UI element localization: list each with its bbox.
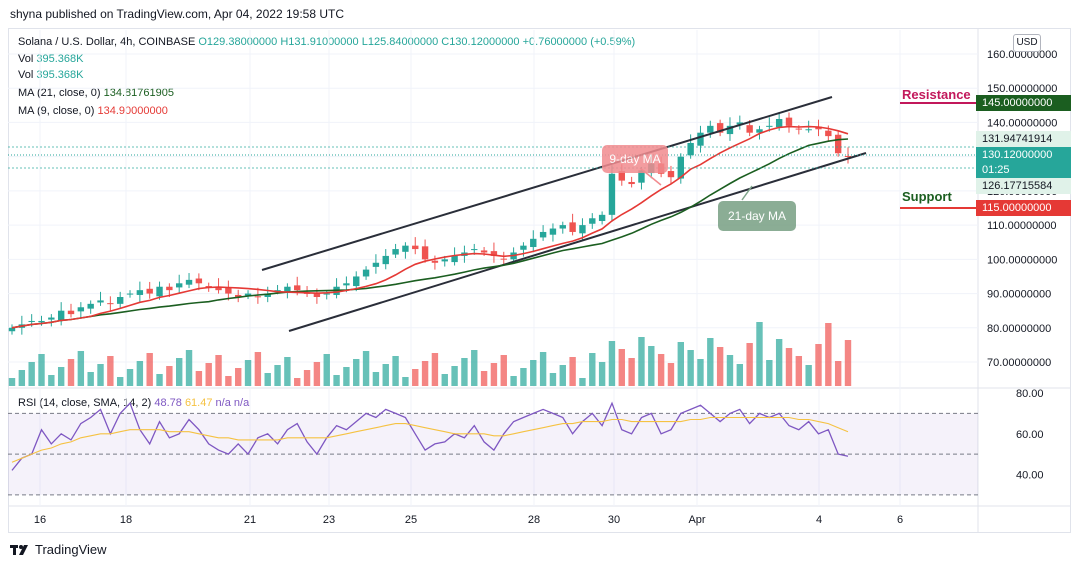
change-value: +0.76000000 (+0.59%) <box>522 36 636 48</box>
resistance-price-label: 145.00000000 <box>976 95 1071 111</box>
chart-frame <box>8 28 1071 533</box>
symbol-title[interactable]: Solana / U.S. Dollar, 4h, COINBASE <box>18 36 196 48</box>
support-label: Support <box>902 189 952 204</box>
volume-legend-1[interactable]: Vol 395.368K <box>18 52 83 66</box>
ma9-annotation: 9-day MA <box>602 145 668 173</box>
rsi-sma-value: 61.47 <box>184 397 213 409</box>
ohlc-legend: Solana / U.S. Dollar, 4h, COINBASE O129.… <box>18 35 635 49</box>
countdown-label: 01:25 <box>976 162 1071 178</box>
ma9-value: 134.90000000 <box>97 105 168 117</box>
open-value: O129.38000000 <box>198 36 278 48</box>
volume-label: Vol <box>18 69 34 81</box>
ma21-legend[interactable]: MA (21, close, 0) 134.81761905 <box>18 86 174 100</box>
close-value: C130.12000000 <box>441 36 520 48</box>
ma9-label: MA (9, close, 0) <box>18 105 95 117</box>
volume-label: Vol <box>18 53 34 65</box>
footer-brand[interactable]: TradingView <box>10 542 107 557</box>
rsi-label: RSI (14, close, SMA, 14, 2) <box>18 397 152 409</box>
resistance-label: Resistance <box>902 87 971 102</box>
volume-value: 395.368K <box>36 53 84 65</box>
brand-name: TradingView <box>35 542 107 557</box>
volume-legend-2[interactable]: Vol 395.368K <box>18 68 83 82</box>
volume-value: 395.368K <box>36 69 84 81</box>
currency-button[interactable]: USD <box>1013 34 1041 52</box>
rsi-na-2: n/a <box>233 397 250 409</box>
ma21-value: 134.81761905 <box>103 87 174 99</box>
low-line-price-label: 126.17715584 <box>976 178 1071 194</box>
ma21-annotation: 21-day MA <box>718 201 796 231</box>
ma9-legend[interactable]: MA (9, close, 0) 134.90000000 <box>18 104 168 118</box>
current-price-label: 130.12000000 <box>976 147 1071 163</box>
rsi-value: 48.78 <box>154 397 182 409</box>
tradingview-logo-icon <box>10 544 30 556</box>
low-value: L125.84000000 <box>361 36 439 48</box>
ma21-label: MA (21, close, 0) <box>18 87 101 99</box>
publish-info: shyna published on TradingView.com, Apr … <box>10 7 344 21</box>
high-value: H131.91000000 <box>280 36 359 48</box>
rsi-na-1: n/a <box>215 397 231 409</box>
high-line-price-label: 131.94741914 <box>976 131 1071 147</box>
support-price-label: 115.00000000 <box>976 200 1071 216</box>
rsi-legend[interactable]: RSI (14, close, SMA, 14, 2) 48.78 61.47 … <box>18 396 249 410</box>
